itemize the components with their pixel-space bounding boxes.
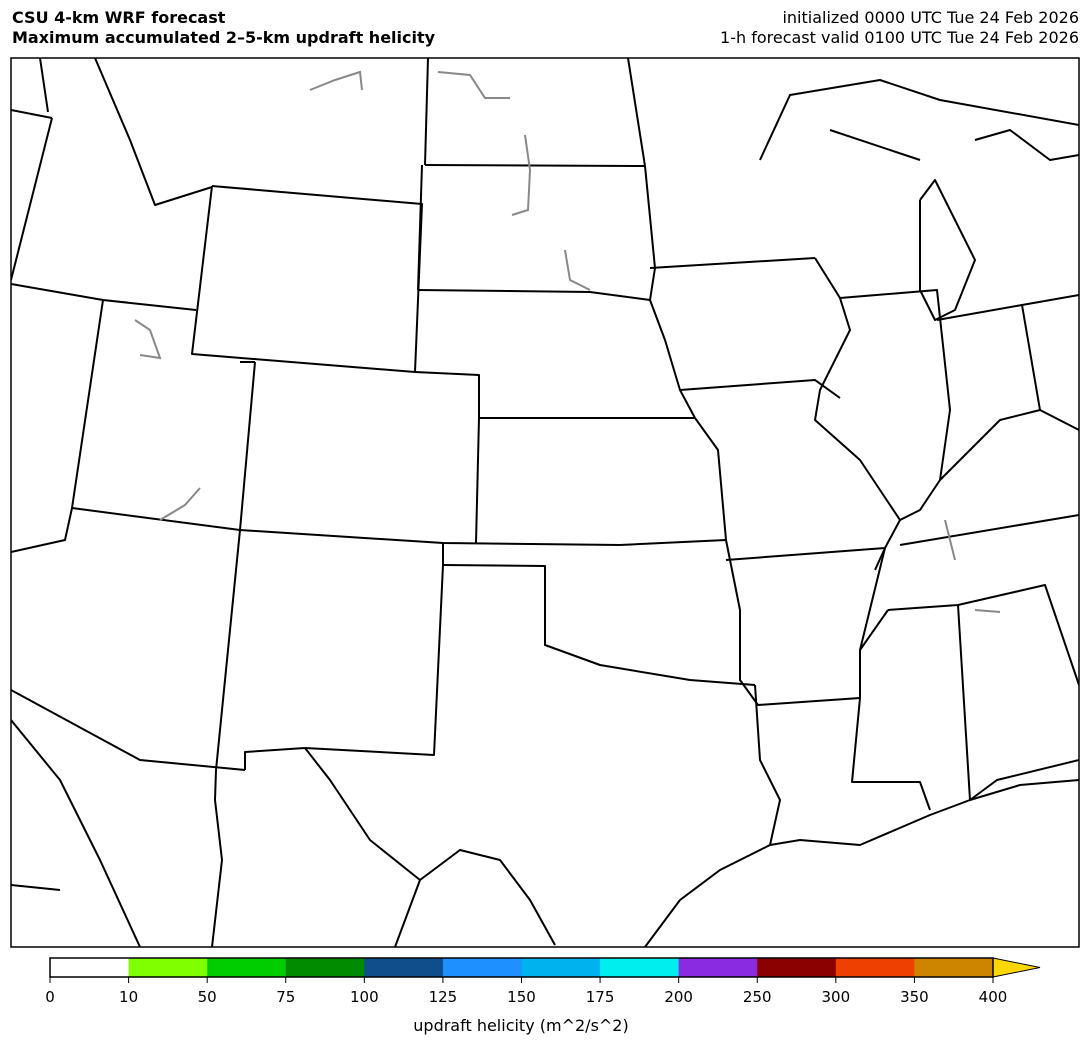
colorbar-segment xyxy=(50,958,130,977)
state-border xyxy=(94,58,213,206)
state-border xyxy=(417,289,651,301)
lake-outline xyxy=(974,609,1001,613)
colorbar-segment xyxy=(285,958,365,977)
state-border xyxy=(919,179,976,321)
state-border xyxy=(739,610,861,706)
colorbar-segment xyxy=(914,958,994,977)
colorbar-segment xyxy=(442,958,522,977)
state-border xyxy=(887,584,1079,686)
state-border xyxy=(679,379,841,399)
state-border xyxy=(71,507,241,531)
colorbar-segment xyxy=(835,958,915,977)
colorbar-segment xyxy=(364,958,444,977)
lake-outline xyxy=(944,519,956,561)
colorbar-tick-label: 0 xyxy=(45,988,55,1006)
colorbar-tick-label: 150 xyxy=(507,988,536,1006)
state-border xyxy=(11,884,61,891)
colorbar xyxy=(49,957,1041,983)
state-border xyxy=(424,58,429,166)
init-time: initialized 0000 UTC Tue 24 Feb 2026 xyxy=(782,8,1079,27)
state-border xyxy=(851,547,931,811)
colorbar-tick-label: 100 xyxy=(350,988,379,1006)
colorbar-tick-label: 250 xyxy=(742,988,772,1006)
colorbar-tick-label: 125 xyxy=(428,988,458,1006)
state-border xyxy=(11,109,53,119)
state-border xyxy=(417,164,423,291)
state-border xyxy=(11,507,73,553)
colorbar-segment xyxy=(678,958,758,977)
lake-outline xyxy=(309,70,363,91)
colorbar-segment xyxy=(128,958,208,977)
state-border xyxy=(475,417,480,544)
lake-outline xyxy=(134,319,162,360)
colorbar-tick-label: 200 xyxy=(664,988,693,1006)
state-border xyxy=(304,747,556,946)
state-border xyxy=(859,609,889,651)
state-border xyxy=(969,759,1079,801)
state-border xyxy=(71,299,104,509)
state-border xyxy=(899,514,1079,546)
colorbar-segment xyxy=(600,958,680,977)
state-border xyxy=(725,539,741,680)
state-border xyxy=(649,299,696,419)
state-border xyxy=(769,779,1079,846)
state-border xyxy=(39,58,49,113)
state-border xyxy=(936,304,1041,411)
lake-outline xyxy=(159,487,201,521)
colorbar-segment xyxy=(757,958,837,977)
state-border xyxy=(829,129,921,161)
map-subtitle: Maximum accumulated 2–5-km updraft helic… xyxy=(12,28,436,47)
colorbar-tick-label: 175 xyxy=(585,988,615,1006)
state-border xyxy=(424,164,646,167)
state-border xyxy=(442,564,756,686)
state-border xyxy=(11,283,197,311)
colorbar-tick-label: 50 xyxy=(197,988,217,1006)
state-borders xyxy=(11,58,1079,947)
state-border xyxy=(191,185,423,373)
state-border xyxy=(239,361,256,531)
colorbar-tick-label: 10 xyxy=(119,988,139,1006)
lakes xyxy=(134,70,1001,613)
valid-time: 1-h forecast valid 0100 UTC Tue 24 Feb 2… xyxy=(720,28,1079,47)
state-border xyxy=(1021,294,1079,306)
colorbar-segment xyxy=(521,958,601,977)
state-border xyxy=(244,543,444,770)
state-border xyxy=(644,165,656,301)
state-border xyxy=(239,529,727,546)
state-border xyxy=(394,879,421,947)
colorbar-tick-label: 75 xyxy=(276,988,296,1006)
state-border xyxy=(649,257,816,269)
colorbar-tick-label: 400 xyxy=(978,988,1008,1006)
state-border xyxy=(11,689,246,771)
lake-outline xyxy=(437,71,510,99)
state-border xyxy=(215,529,241,771)
lake-outline xyxy=(511,134,532,216)
state-border xyxy=(814,257,901,571)
state-border xyxy=(414,371,695,419)
state-border xyxy=(211,769,223,947)
colorbar-tick-label: 350 xyxy=(900,988,929,1006)
state-border xyxy=(11,117,53,281)
lake-outline xyxy=(564,249,591,291)
state-border xyxy=(759,79,1079,161)
state-border xyxy=(725,547,886,561)
map-frame xyxy=(10,57,1080,948)
state-border xyxy=(644,684,781,947)
state-border xyxy=(939,409,1079,481)
state-border xyxy=(839,289,951,521)
state-border xyxy=(11,719,141,947)
state-border xyxy=(974,129,1079,161)
state-border xyxy=(694,417,727,541)
colorbar-tick-label: 300 xyxy=(821,988,851,1006)
map-title: CSU 4-km WRF forecast xyxy=(12,8,226,27)
state-border xyxy=(627,58,646,167)
state-border xyxy=(957,604,971,801)
colorbar-extend-arrow xyxy=(992,957,1041,978)
colorbar-label: updraft helicity (m^2/s^2) xyxy=(413,1016,629,1035)
colorbar-segment xyxy=(207,958,287,977)
